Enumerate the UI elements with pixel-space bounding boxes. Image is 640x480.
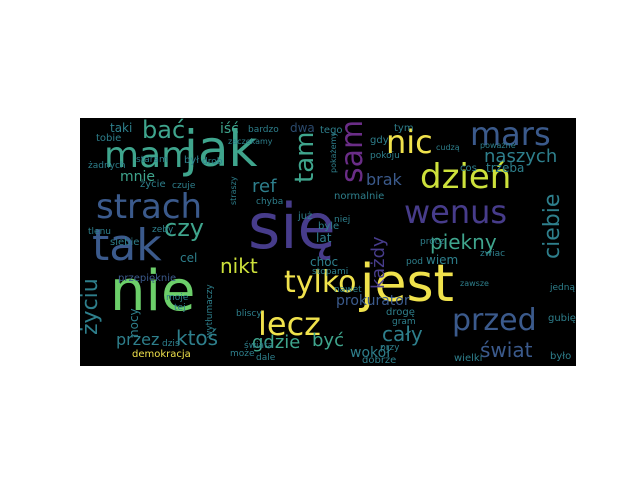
- word-67: moje: [166, 293, 189, 303]
- word-64: staram: [136, 155, 168, 165]
- word-52: było: [550, 351, 572, 362]
- word-60: normalnie: [334, 191, 385, 202]
- word-21: nikt: [220, 254, 258, 278]
- word-91: straszy: [229, 176, 238, 205]
- word-75: czuje: [172, 181, 196, 191]
- word-45: dwa: [290, 121, 315, 135]
- word-62: był: [184, 155, 200, 166]
- word-36: wokół: [350, 345, 391, 361]
- word-38: choc: [310, 255, 339, 269]
- word-74: drob: [202, 157, 223, 167]
- word-94: cudzą: [436, 143, 460, 152]
- word-28: ktoś: [176, 326, 219, 350]
- word-7: nic: [386, 123, 433, 161]
- word-29: gdzie: [252, 332, 301, 353]
- word-2: nie: [110, 259, 196, 324]
- word-16: bać: [142, 118, 186, 144]
- word-10: strach: [96, 187, 203, 227]
- word-77: dzis: [162, 339, 180, 349]
- word-55: tym: [394, 123, 414, 134]
- word-51: drogę: [386, 307, 415, 318]
- word-18: czy: [164, 214, 204, 242]
- word-39: wiem: [426, 253, 459, 267]
- word-33: trzeba: [486, 161, 525, 175]
- word-5: tak: [92, 220, 162, 271]
- word-73: pokoju: [370, 151, 400, 161]
- word-84: niej: [334, 215, 351, 225]
- word-82: świata: [244, 341, 274, 351]
- word-43: tobie: [96, 133, 122, 144]
- word-12: dzień: [420, 157, 512, 197]
- word-65: bliscy: [236, 309, 262, 319]
- word-3: jest: [360, 254, 454, 314]
- word-54: gdy: [370, 135, 389, 146]
- word-93: zawsze: [460, 279, 489, 288]
- word-61: siebie: [110, 237, 140, 248]
- word-48: życie: [140, 179, 166, 190]
- word-57: tego: [320, 125, 343, 136]
- word-89: wytłumaczy: [205, 284, 215, 338]
- word-37: nocy: [127, 308, 141, 337]
- word-24: naszych: [484, 146, 558, 167]
- word-15: przed: [452, 303, 537, 338]
- word-78: może: [230, 349, 255, 359]
- word-20: piekny: [430, 230, 497, 254]
- word-88: zeby: [152, 225, 174, 235]
- word-83: gram: [392, 317, 416, 327]
- word-70: przy: [380, 343, 400, 353]
- word-1: się: [248, 190, 336, 263]
- word-46: demokracja: [132, 349, 191, 360]
- word-8: mars: [470, 118, 551, 153]
- word-14: tylko: [284, 265, 357, 300]
- word-47: przepięknie: [118, 273, 177, 284]
- word-27: cały: [382, 322, 423, 346]
- word-85: prócz: [420, 237, 445, 247]
- word-53: już: [298, 211, 313, 222]
- word-49: gubię: [548, 313, 576, 324]
- word-50: wielki: [454, 353, 483, 364]
- word-23: ref: [252, 176, 277, 197]
- word-80: jedną: [550, 283, 575, 293]
- word-30: być: [312, 330, 344, 351]
- word-59: byle: [318, 221, 340, 232]
- word-13: lecz: [258, 305, 321, 343]
- word-71: zwiac: [480, 249, 506, 259]
- word-35: prokurator: [336, 293, 410, 309]
- word-42: taki: [110, 121, 133, 135]
- word-44: iść: [220, 121, 239, 137]
- word-76: chyba: [256, 197, 284, 207]
- word-17: tam: [290, 131, 320, 183]
- word-11: wenus: [404, 193, 508, 231]
- word-56: cos: [460, 163, 477, 174]
- word-68: nawet: [334, 285, 362, 295]
- word-90: zaczekamy: [228, 137, 273, 146]
- word-66: tej: [174, 303, 186, 313]
- word-72: stopami: [312, 267, 349, 277]
- word-32: przez: [116, 330, 160, 349]
- word-81: pokażemy: [329, 131, 338, 173]
- word-25: brak: [366, 170, 402, 189]
- word-87: bardzo: [248, 125, 279, 135]
- word-31: świat: [480, 338, 533, 362]
- word-41: lat: [316, 231, 332, 245]
- word-6: mam: [104, 135, 197, 176]
- word-4: jak: [184, 120, 258, 178]
- word-58: dobrze: [362, 355, 397, 366]
- word-19: ciebie: [540, 193, 565, 259]
- word-cloud: się nie jest jak tak mam nic mars sam strach wenus…: [80, 118, 576, 366]
- word-22: życiu: [80, 278, 103, 335]
- word-92: poważne: [480, 141, 516, 150]
- word-69: pod: [406, 257, 423, 267]
- word-86: dale: [256, 353, 276, 363]
- word-34: każdy: [368, 236, 389, 289]
- word-63: żadnych: [88, 161, 126, 171]
- word-40: cel: [180, 251, 198, 265]
- word-26: mnie: [120, 169, 156, 185]
- word-79: tlenu: [88, 227, 111, 237]
